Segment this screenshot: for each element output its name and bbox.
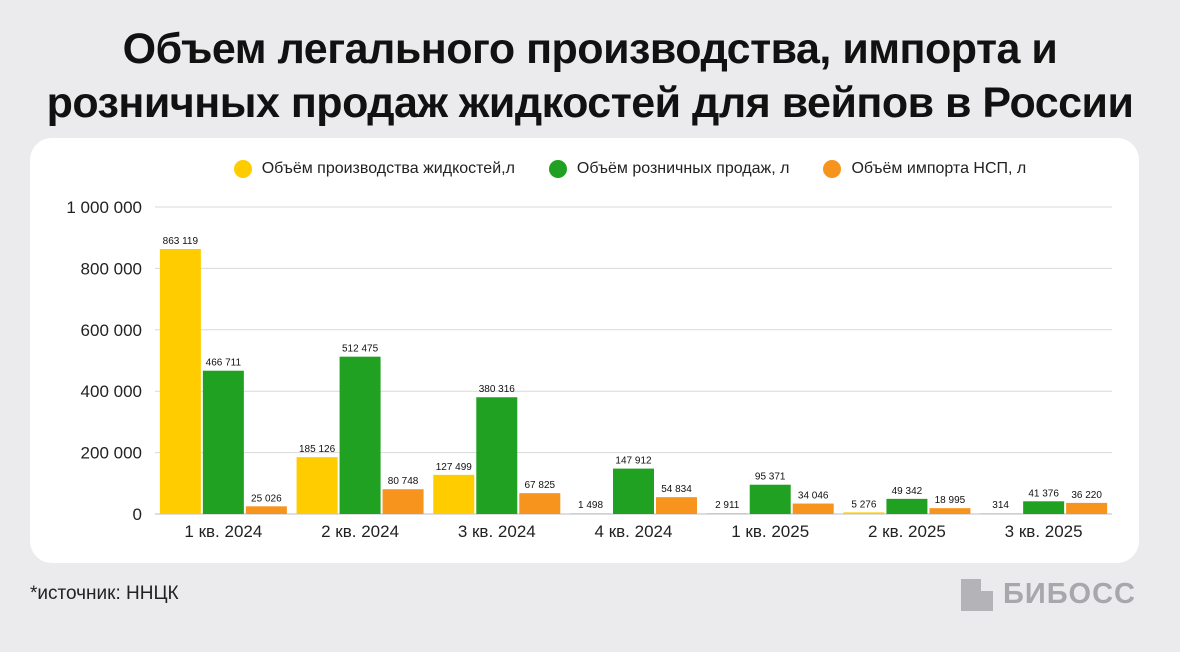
legend-label-production: Объём производства жидкостей,л — [261, 160, 515, 177]
y-tick-label: 0 — [133, 505, 142, 524]
data-label: 41 376 — [1028, 488, 1059, 499]
legend-dot-production — [233, 160, 252, 178]
bar — [843, 512, 885, 514]
bar — [296, 457, 338, 514]
bar — [792, 503, 834, 514]
data-label: 185 126 — [299, 444, 336, 455]
bar — [382, 489, 424, 514]
bar — [656, 497, 697, 514]
bar — [339, 356, 381, 514]
bar — [980, 513, 1022, 514]
x-tick-label: 1 кв. 2025 — [731, 522, 809, 541]
legend-dot-retail — [548, 160, 567, 178]
brand-icon — [961, 578, 994, 611]
bar — [1023, 501, 1065, 514]
bar — [159, 249, 201, 514]
data-label: 466 711 — [206, 358, 242, 369]
brand-logo: БИБОСС — [961, 578, 1136, 611]
chart-title: Объем легального производства, импорта и… — [0, 22, 1180, 130]
data-label: 380 316 — [479, 384, 516, 395]
bar — [476, 397, 518, 514]
data-label: 25 026 — [251, 493, 282, 504]
x-tick-label: 3 кв. 2024 — [458, 522, 536, 541]
x-tick-label: 2 кв. 2024 — [321, 522, 399, 541]
bar — [613, 468, 654, 514]
y-tick-label: 400 000 — [81, 382, 142, 401]
y-tick-label: 1 000 000 — [66, 198, 142, 217]
title-line-2: розничных продаж жидкостей для вейпов в … — [46, 79, 1134, 127]
legend-item-retail: Объём розничных продаж, л — [548, 160, 790, 178]
y-tick-label: 200 000 — [81, 444, 142, 463]
legend-dot-import — [823, 160, 842, 178]
data-label: 2 911 — [715, 500, 740, 511]
data-label: 863 119 — [163, 236, 199, 247]
bar — [706, 513, 748, 514]
x-tick-label: 3 кв. 2025 — [1005, 522, 1083, 541]
data-label: 36 220 — [1071, 490, 1102, 501]
bar — [1066, 502, 1108, 514]
data-label: 34 046 — [798, 491, 829, 502]
bar — [433, 474, 475, 514]
data-label: 80 748 — [388, 476, 419, 487]
data-label: 49 342 — [892, 486, 923, 497]
legend-item-import: Объём импорта НСП, л — [823, 160, 1026, 178]
data-label: 1 498 — [578, 500, 603, 511]
legend-item-production: Объём производства жидкостей,л — [233, 160, 515, 178]
data-label: 54 834 — [661, 484, 692, 495]
bar — [519, 493, 561, 514]
y-tick-label: 600 000 — [81, 321, 142, 340]
bar — [202, 370, 244, 514]
data-label: 127 499 — [436, 462, 473, 473]
y-tick-label: 800 000 — [81, 259, 142, 278]
legend-label-import: Объём импорта НСП, л — [851, 160, 1027, 177]
legend-label-retail: Объём розничных продаж, л — [576, 160, 790, 177]
bar — [570, 513, 611, 514]
data-label: 95 371 — [755, 472, 786, 483]
bar — [749, 484, 791, 514]
data-label: 18 995 — [935, 495, 966, 506]
bar — [245, 506, 287, 514]
bar — [886, 498, 928, 514]
title-line-1: Объем легального производства, импорта и — [122, 25, 1058, 73]
source-note: *источник: ННЦК — [30, 583, 179, 604]
data-label: 147 912 — [615, 456, 652, 467]
data-label: 314 — [992, 500, 1009, 511]
legend: Объём производства жидкостей,л Объём роз… — [0, 160, 1180, 178]
x-tick-label: 4 кв. 2024 — [595, 522, 673, 541]
x-tick-label: 2 кв. 2025 — [868, 522, 946, 541]
bar — [929, 508, 971, 514]
data-label: 512 475 — [342, 344, 379, 355]
brand-name: БИБОСС — [1003, 578, 1136, 610]
x-tick-label: 1 кв. 2024 — [184, 522, 262, 541]
data-label: 67 825 — [524, 480, 555, 491]
data-label: 5 276 — [851, 499, 876, 510]
